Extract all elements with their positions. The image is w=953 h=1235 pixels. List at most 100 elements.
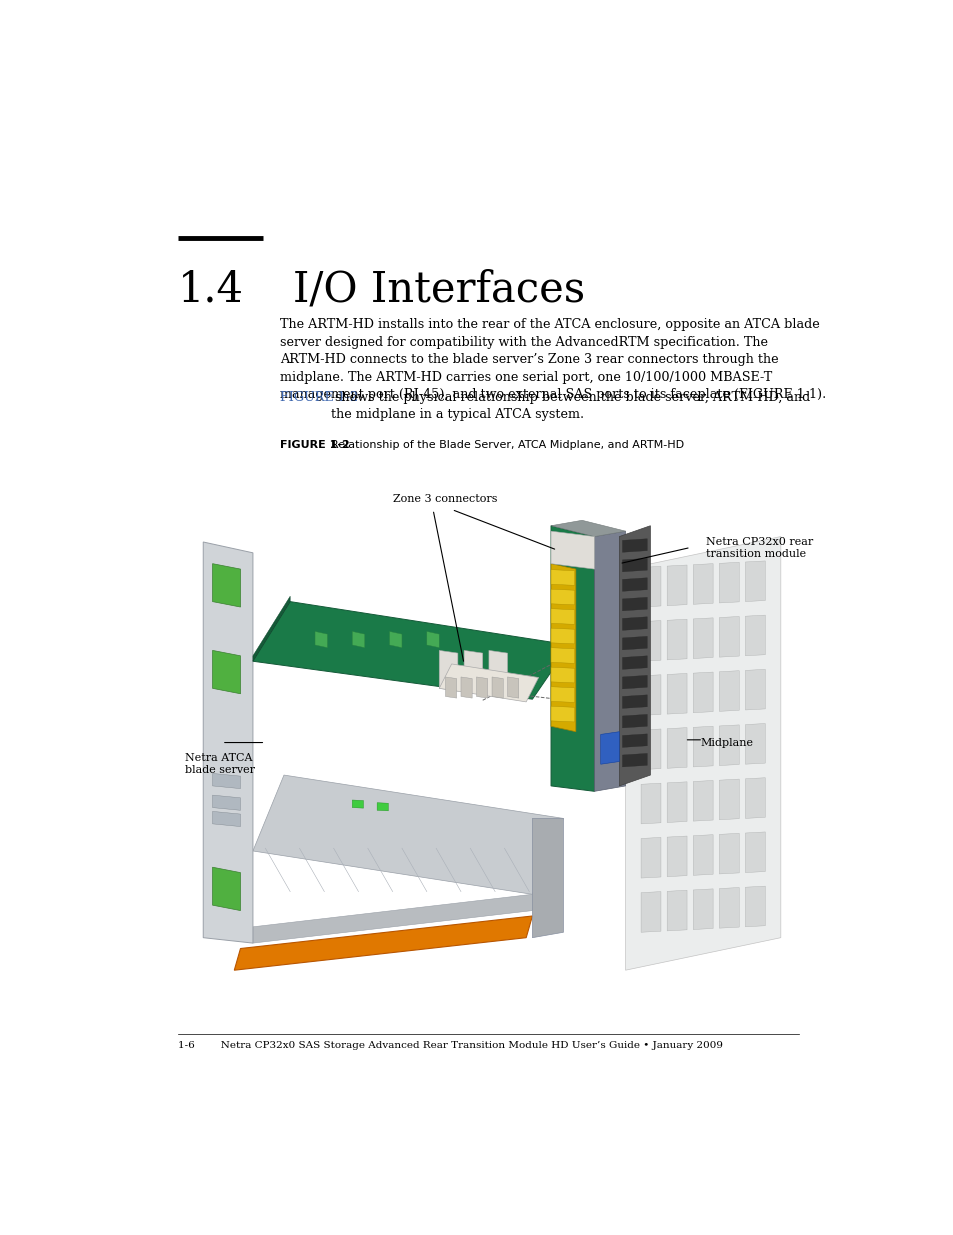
Polygon shape <box>551 589 574 605</box>
Polygon shape <box>666 890 686 931</box>
Polygon shape <box>507 677 518 698</box>
Text: Zone 3 connectors: Zone 3 connectors <box>393 494 497 504</box>
Polygon shape <box>719 725 739 766</box>
Polygon shape <box>666 619 686 659</box>
Polygon shape <box>253 776 563 894</box>
Polygon shape <box>213 563 240 608</box>
Polygon shape <box>213 867 240 910</box>
Polygon shape <box>488 651 507 692</box>
Text: The ARTM-HD installs into the rear of the ATCA enclosure, opposite an ATCA blade: The ARTM-HD installs into the rear of th… <box>280 319 826 401</box>
Polygon shape <box>693 563 713 604</box>
Polygon shape <box>376 803 388 811</box>
Polygon shape <box>618 526 650 785</box>
Text: shows the physical relationship between the blade server, ARTM-HD, and
the midpl: shows the physical relationship between … <box>331 390 809 421</box>
Polygon shape <box>438 664 538 701</box>
Polygon shape <box>693 781 713 821</box>
Polygon shape <box>666 566 686 605</box>
Polygon shape <box>640 729 660 769</box>
Polygon shape <box>426 631 438 647</box>
Polygon shape <box>551 629 574 643</box>
Polygon shape <box>600 731 618 764</box>
Polygon shape <box>213 811 240 826</box>
Polygon shape <box>640 674 660 715</box>
Polygon shape <box>551 667 574 683</box>
Polygon shape <box>719 671 739 711</box>
Polygon shape <box>438 651 457 692</box>
Polygon shape <box>744 887 764 926</box>
Text: FIGURE 1-2: FIGURE 1-2 <box>280 390 358 404</box>
Polygon shape <box>460 677 472 698</box>
Text: I/O Interfaces: I/O Interfaces <box>293 269 584 311</box>
Polygon shape <box>551 531 594 569</box>
Text: Midplane: Midplane <box>700 737 752 747</box>
Polygon shape <box>621 714 647 727</box>
Text: 1.4: 1.4 <box>178 269 244 311</box>
Polygon shape <box>719 888 739 929</box>
Polygon shape <box>234 916 532 971</box>
Polygon shape <box>744 615 764 656</box>
Polygon shape <box>744 669 764 710</box>
Polygon shape <box>621 734 647 747</box>
Polygon shape <box>213 795 240 810</box>
Polygon shape <box>693 672 713 713</box>
Polygon shape <box>640 620 660 661</box>
Polygon shape <box>744 832 764 873</box>
Text: FIGURE 1-2: FIGURE 1-2 <box>280 440 350 450</box>
Polygon shape <box>253 601 569 699</box>
Polygon shape <box>719 616 739 657</box>
Polygon shape <box>693 618 713 658</box>
Polygon shape <box>621 753 647 767</box>
Polygon shape <box>621 598 647 611</box>
Polygon shape <box>666 727 686 768</box>
Polygon shape <box>621 616 647 630</box>
Polygon shape <box>551 609 574 625</box>
Polygon shape <box>476 677 487 698</box>
Polygon shape <box>719 562 739 603</box>
Polygon shape <box>621 636 647 650</box>
Text: 1-6        Netra CP32x0 SAS Storage Advanced Rear Transition Module HD User’s Gu: 1-6 Netra CP32x0 SAS Storage Advanced Re… <box>178 1041 722 1050</box>
Polygon shape <box>551 687 574 703</box>
Polygon shape <box>551 526 594 792</box>
Polygon shape <box>352 631 364 647</box>
Polygon shape <box>551 563 576 731</box>
Polygon shape <box>389 631 401 647</box>
Polygon shape <box>213 651 240 694</box>
Text: Netra CP32x0 rear
transition module: Netra CP32x0 rear transition module <box>705 536 813 559</box>
Polygon shape <box>621 676 647 689</box>
Polygon shape <box>314 631 327 647</box>
Polygon shape <box>551 647 574 663</box>
Polygon shape <box>352 800 363 808</box>
Polygon shape <box>203 542 253 944</box>
Polygon shape <box>744 724 764 764</box>
Polygon shape <box>719 834 739 874</box>
Polygon shape <box>621 558 647 572</box>
Polygon shape <box>693 835 713 876</box>
Polygon shape <box>213 773 240 789</box>
Polygon shape <box>621 538 647 552</box>
Polygon shape <box>744 561 764 601</box>
Polygon shape <box>253 894 532 944</box>
Polygon shape <box>625 536 780 971</box>
Polygon shape <box>744 778 764 819</box>
Polygon shape <box>445 677 456 698</box>
Polygon shape <box>693 726 713 767</box>
Polygon shape <box>594 531 625 792</box>
Polygon shape <box>492 677 502 698</box>
Polygon shape <box>640 783 660 824</box>
Polygon shape <box>640 837 660 878</box>
Polygon shape <box>532 819 563 937</box>
Polygon shape <box>640 892 660 932</box>
Polygon shape <box>693 889 713 930</box>
Polygon shape <box>621 695 647 709</box>
Polygon shape <box>551 520 625 536</box>
Polygon shape <box>463 651 482 692</box>
Polygon shape <box>253 597 290 661</box>
Polygon shape <box>621 656 647 669</box>
Text: Netra ATCA
blade server: Netra ATCA blade server <box>185 753 254 776</box>
Polygon shape <box>719 779 739 820</box>
Polygon shape <box>551 569 574 585</box>
Polygon shape <box>666 673 686 714</box>
Polygon shape <box>621 578 647 592</box>
Text: Relationship of the Blade Server, ATCA Midplane, and ARTM-HD: Relationship of the Blade Server, ATCA M… <box>331 440 683 450</box>
Polygon shape <box>666 836 686 877</box>
